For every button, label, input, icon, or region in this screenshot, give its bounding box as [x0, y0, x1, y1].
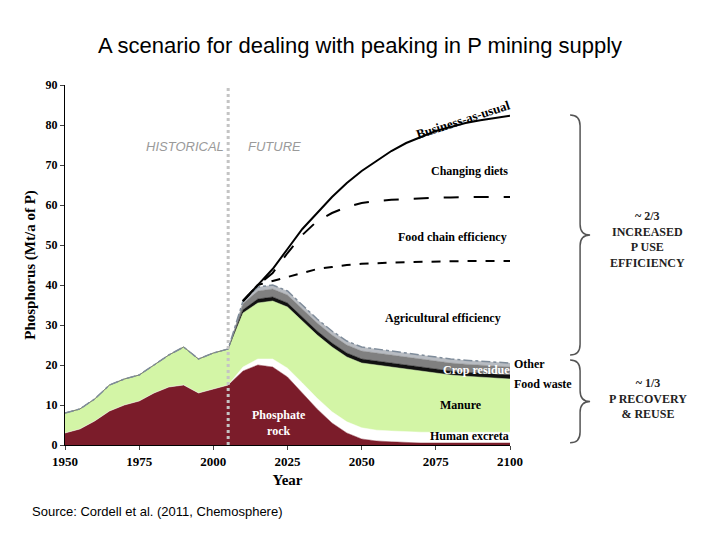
svg-text:80: 80 [46, 118, 58, 132]
svg-text:Other: Other [514, 357, 545, 371]
svg-text:FUTURE: FUTURE [248, 139, 301, 154]
svg-text:2075: 2075 [423, 454, 450, 469]
svg-text:1950: 1950 [52, 454, 78, 469]
svg-text:2000: 2000 [200, 454, 226, 469]
svg-text:Agricultural efficiency: Agricultural efficiency [385, 311, 501, 325]
svg-text:Human excreta: Human excreta [430, 429, 509, 443]
svg-text:Crop residues: Crop residues [443, 363, 515, 377]
svg-text:20: 20 [46, 358, 58, 372]
svg-text:Phosphorus (Mt/a of P): Phosphorus (Mt/a of P) [22, 190, 39, 340]
svg-text:Food chain efficiency: Food chain efficiency [398, 230, 507, 244]
svg-text:Source: Cordell et al. (2011,: Source: Cordell et al. (2011, Chemospher… [32, 504, 283, 519]
svg-text:40: 40 [46, 278, 58, 292]
svg-text:10: 10 [46, 398, 58, 412]
svg-text:2025: 2025 [275, 454, 302, 469]
svg-text:50: 50 [46, 238, 58, 252]
svg-text:2100: 2100 [497, 454, 523, 469]
svg-text:A scenario for dealing with pe: A scenario for dealing with peaking in P… [98, 33, 622, 58]
svg-text:~ 2/3INCREASEDP USEEFFICIENCY: ~ 2/3INCREASEDP USEEFFICIENCY [610, 209, 685, 270]
svg-text:Phosphaterock: Phosphaterock [252, 408, 306, 438]
svg-text:Food waste: Food waste [514, 377, 572, 391]
svg-text:HISTORICAL: HISTORICAL [146, 139, 224, 154]
svg-text:Changing diets: Changing diets [431, 164, 508, 178]
svg-text:90: 90 [46, 78, 58, 92]
svg-text:~ 1/3P RECOVERY& REUSE: ~ 1/3P RECOVERY& REUSE [609, 376, 687, 421]
svg-text:Year: Year [273, 472, 303, 488]
svg-text:2050: 2050 [349, 454, 375, 469]
svg-text:70: 70 [46, 158, 58, 172]
svg-text:30: 30 [46, 318, 58, 332]
svg-text:1975: 1975 [126, 454, 153, 469]
svg-text:Business-as-usual: Business-as-usual [414, 97, 512, 142]
svg-text:0: 0 [52, 438, 58, 452]
svg-text:60: 60 [46, 198, 58, 212]
svg-text:Manure: Manure [440, 398, 482, 412]
